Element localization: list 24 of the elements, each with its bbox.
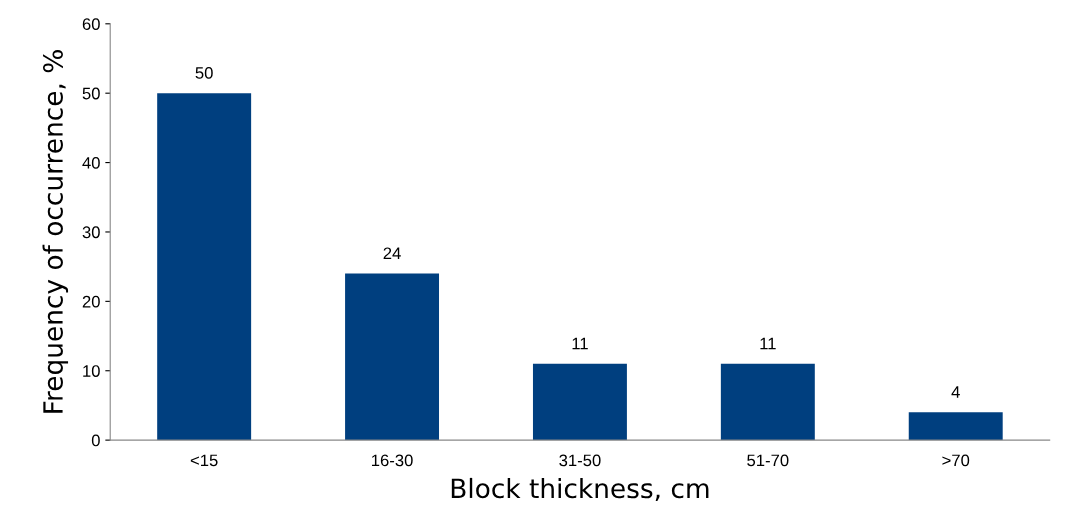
y-tick-label: 50 (82, 87, 100, 100)
x-tick-label: 31-50 (559, 454, 601, 467)
bar (532, 363, 627, 441)
bar (345, 273, 440, 441)
x-tick-label: 16-30 (372, 454, 413, 467)
bar (908, 412, 1003, 441)
x-tick-label: >70 (942, 454, 970, 467)
y-tick-label: 40 (82, 156, 100, 169)
data-label: 50 (195, 66, 213, 79)
x-tick-label: <15 (190, 454, 218, 467)
y-tick-label: 20 (82, 295, 100, 308)
data-label: 11 (572, 337, 588, 350)
x-axis-title: Block thickness, cm (451, 477, 709, 502)
bar (720, 363, 815, 441)
data-label: 24 (383, 247, 401, 260)
x-tick-label: 51-70 (747, 454, 789, 467)
bar (157, 93, 252, 441)
y-tick-label: 30 (82, 226, 100, 239)
data-label: 11 (760, 337, 776, 350)
data-label: 4 (951, 386, 960, 398)
y-tick-label: 0 (91, 434, 100, 447)
y-axis-title: Frequency of occurrence, % (42, 50, 69, 413)
y-tick-label: 10 (83, 365, 100, 377)
y-tick-label: 60 (82, 18, 100, 31)
